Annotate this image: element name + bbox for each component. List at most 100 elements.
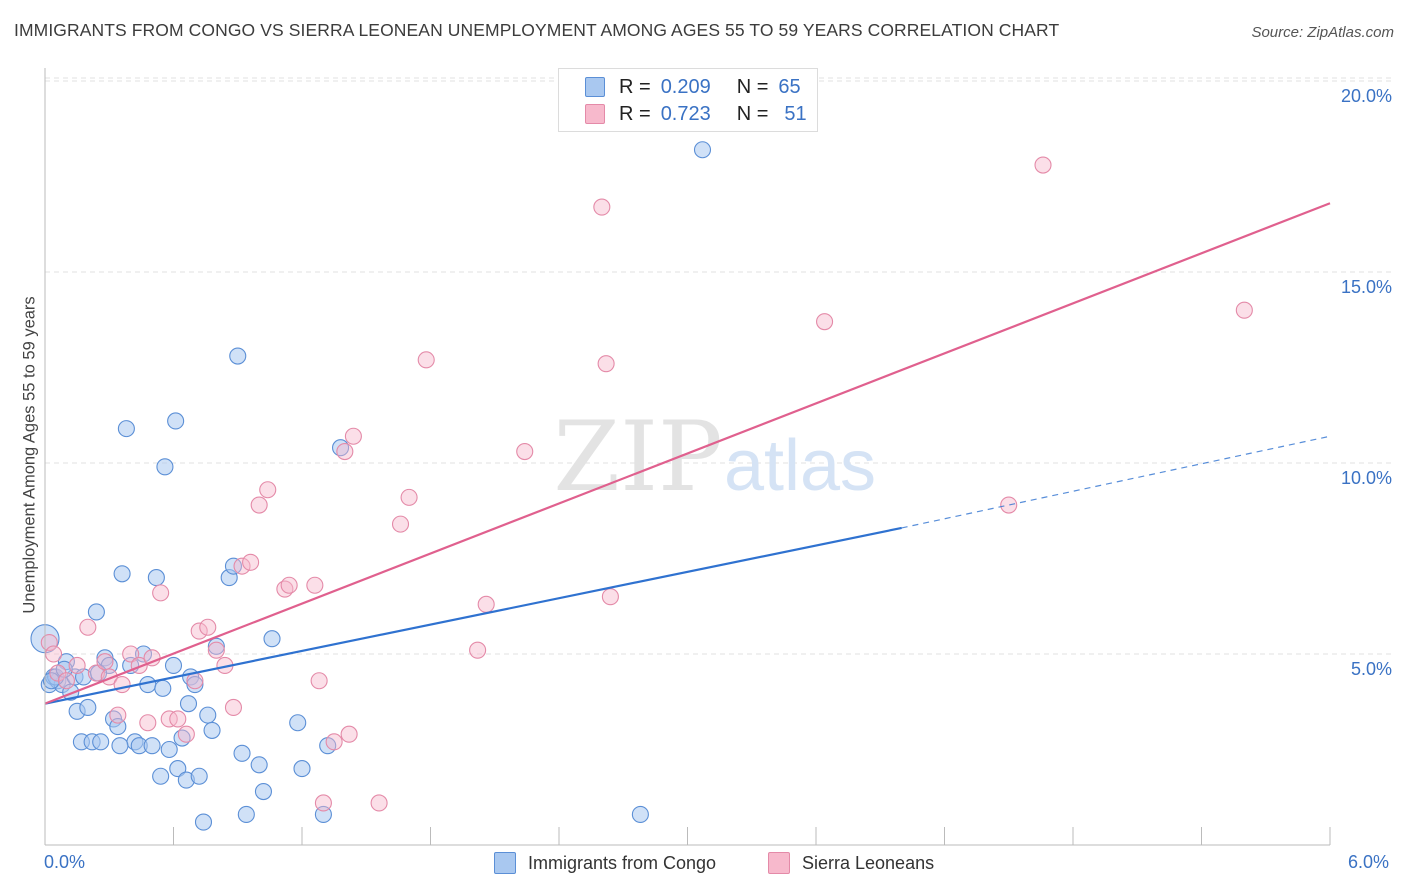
- point-sierra-leone: [1000, 496, 1018, 514]
- legend-label-sierra-leone: Sierra Leoneans: [802, 852, 935, 873]
- point-congo: [224, 557, 243, 575]
- y-tick-5: 5.0%: [1350, 659, 1392, 679]
- point-congo: [111, 737, 129, 755]
- point-sierra-leone: [250, 496, 268, 514]
- point-sierra-leone: [593, 198, 611, 216]
- point-sierra-leone: [391, 515, 410, 533]
- legend-r-label: R =: [619, 75, 651, 98]
- legend-swatch-sierra-leone: [768, 852, 790, 874]
- point-sierra-leone: [207, 641, 225, 659]
- point-sierra-leone: [280, 576, 298, 594]
- point-sierra-leone: [242, 553, 260, 571]
- legend-n-value-sierra-leone: 51: [784, 102, 807, 125]
- point-sierra-leone: [139, 714, 157, 732]
- point-sierra-leone: [1034, 156, 1052, 174]
- point-congo: [263, 630, 281, 648]
- point-sierra-leone: [370, 794, 388, 812]
- point-sierra-leone: [597, 355, 615, 373]
- point-sierra-leone: [160, 710, 178, 728]
- point-congo: [113, 565, 131, 583]
- legend-row-congo: R = 0.209 N = 65: [585, 74, 801, 100]
- chart-title: IMMIGRANTS FROM CONGO VS SIERRA LEONEAN …: [14, 20, 1060, 40]
- point-congo: [79, 698, 97, 717]
- point-congo: [87, 603, 105, 621]
- point-sierra-leone: [169, 710, 187, 728]
- y-axis-label: Unemployment Among Ages 55 to 59 years: [20, 296, 39, 614]
- point-sierra-leone: [122, 645, 140, 663]
- stats-legend: R = 0.209 N = 65 R = 0.723 N = 51: [558, 68, 818, 132]
- y-tick-20: 20.0%: [1340, 86, 1392, 106]
- point-congo: [203, 721, 221, 739]
- point-congo: [160, 740, 178, 759]
- legend-item-congo: Immigrants from Congo: [494, 852, 716, 874]
- point-sierra-leone: [340, 725, 358, 743]
- point-sierra-leone: [259, 481, 277, 499]
- point-congo: [254, 782, 273, 801]
- point-congo: [152, 767, 170, 785]
- point-sierra-leone: [68, 656, 86, 675]
- point-sierra-leone: [336, 442, 354, 461]
- point-sierra-leone: [177, 725, 195, 743]
- point-congo: [92, 733, 110, 751]
- point-congo: [229, 347, 247, 365]
- y-tick-15: 15.0%: [1340, 277, 1392, 297]
- point-sierra-leone: [190, 622, 208, 640]
- legend-swatch-blue: [585, 77, 605, 97]
- legend-row-sierra-leone: R = 0.723 N = 51: [585, 101, 807, 127]
- point-sierra-leone: [516, 442, 534, 461]
- point-congo: [164, 656, 183, 675]
- y-tick-10: 10.0%: [1340, 468, 1392, 488]
- point-congo: [190, 767, 208, 785]
- point-congo: [147, 569, 165, 587]
- legend-n-label: N =: [736, 102, 769, 125]
- x-tick-min: 0.0%: [44, 852, 86, 872]
- point-sierra-leone: [152, 584, 170, 602]
- point-sierra-leone: [87, 664, 105, 682]
- point-sierra-leone: [109, 706, 127, 724]
- legend-item-sierra-leone: Sierra Leoneans: [768, 852, 934, 874]
- point-sierra-leone: [1235, 301, 1253, 319]
- series-legend: Immigrants from Congo Sierra Leoneans: [0, 852, 1406, 878]
- point-sierra-leone: [477, 595, 495, 613]
- point-congo: [169, 760, 187, 778]
- point-congo: [199, 706, 217, 724]
- legend-n-value-congo: 65: [778, 75, 801, 98]
- point-sierra-leone: [314, 794, 332, 812]
- point-sierra-leone: [469, 641, 487, 659]
- legend-label-congo: Immigrants from Congo: [528, 852, 717, 873]
- point-congo: [631, 805, 649, 823]
- point-congo: [194, 813, 213, 831]
- legend-swatch-pink: [585, 104, 605, 124]
- point-sierra-leone: [816, 313, 834, 331]
- point-sierra-leone: [417, 351, 435, 369]
- point-sierra-leone: [310, 672, 328, 690]
- trend-line-congo-extension: [901, 435, 1331, 529]
- trend-line-sierra-leone: [44, 202, 1331, 705]
- chart-source: Source: ZipAtlas.com: [1251, 24, 1394, 41]
- watermark-atlas: atlas: [724, 426, 876, 506]
- point-sierra-leone: [45, 645, 63, 663]
- legend-r-label: R =: [619, 102, 651, 125]
- point-congo: [179, 695, 198, 713]
- point-congo: [233, 744, 251, 762]
- point-sierra-leone: [306, 576, 324, 594]
- legend-r-value-sierra-leone: 0.723: [660, 102, 711, 125]
- point-sierra-leone: [344, 427, 362, 445]
- series-sierra-leone-points: [40, 156, 1253, 812]
- trend-lines: [44, 202, 1331, 705]
- point-sierra-leone: [325, 733, 343, 751]
- point-congo: [154, 679, 172, 697]
- point-sierra-leone: [79, 618, 97, 636]
- point-congo: [237, 805, 255, 823]
- point-congo: [250, 756, 268, 774]
- point-sierra-leone: [233, 557, 251, 575]
- point-congo: [186, 676, 204, 694]
- point-congo: [693, 141, 712, 159]
- point-sierra-leone: [601, 588, 619, 606]
- point-congo: [289, 714, 307, 732]
- point-congo: [293, 760, 311, 778]
- legend-r-value-congo: 0.209: [660, 75, 711, 98]
- point-congo: [143, 737, 161, 755]
- point-sierra-leone: [400, 488, 418, 506]
